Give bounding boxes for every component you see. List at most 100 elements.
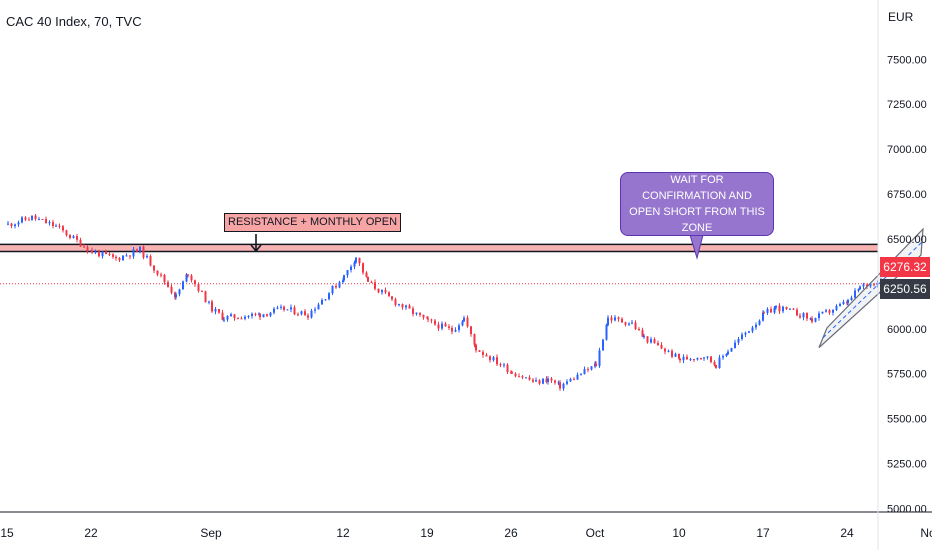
candle-body — [713, 361, 716, 366]
candle-body — [718, 357, 721, 368]
candle-body — [778, 305, 781, 312]
candle-body — [514, 373, 517, 377]
candle-body — [434, 320, 436, 325]
candle-body — [367, 276, 369, 282]
candle-body — [218, 309, 220, 313]
candle-body — [755, 324, 757, 328]
candle-body — [689, 359, 692, 361]
candle-body — [338, 282, 341, 288]
candle-body — [266, 314, 268, 316]
candle-body — [156, 270, 159, 275]
candle-body — [24, 217, 27, 220]
candle-body — [730, 348, 733, 352]
candle-body — [324, 299, 327, 301]
candle-body — [583, 369, 586, 375]
candle-body — [422, 314, 425, 318]
candle-body — [185, 274, 188, 282]
candle-body — [847, 299, 849, 304]
second-price-badge: 6250.56 — [880, 279, 930, 299]
candle-body — [391, 296, 393, 300]
resistance-zone — [0, 244, 878, 252]
y-tick-label: 6750.00 — [887, 189, 927, 201]
candle-body — [503, 364, 505, 366]
y-tick-label: 6500.00 — [887, 234, 927, 246]
candle-body — [448, 326, 450, 328]
candle-body — [518, 376, 520, 378]
candle-body — [233, 314, 236, 319]
candle-body — [211, 301, 213, 312]
candle-body — [132, 249, 135, 257]
candle-body — [664, 348, 666, 352]
x-tick-label: 26 — [504, 526, 518, 540]
candle-body — [686, 356, 688, 360]
candle-body — [398, 304, 400, 306]
candle-body — [744, 332, 747, 335]
candle-body — [641, 330, 644, 337]
x-tick-label: Nov — [920, 526, 932, 540]
candle-body — [762, 312, 764, 321]
candle-body — [91, 250, 93, 253]
candle-body — [557, 382, 560, 384]
candle-body — [153, 265, 155, 271]
candle-body — [657, 343, 659, 345]
candle-body — [283, 306, 285, 310]
candle-body — [463, 317, 465, 322]
candle-body — [204, 291, 207, 303]
candle-body — [569, 378, 572, 382]
y-tick-label: 6000.00 — [887, 324, 927, 336]
resistance-annotation[interactable]: RESISTANCE + MONTHLY OPEN — [224, 213, 402, 232]
candle-body — [634, 322, 637, 329]
candle-body — [201, 290, 203, 292]
candle-body — [566, 381, 568, 384]
last-price-badge: 6276.32 — [880, 257, 930, 277]
candle-body — [809, 318, 812, 320]
candle-body — [34, 215, 37, 220]
candle-body — [262, 314, 265, 318]
candle-body — [297, 314, 299, 316]
candle-body — [473, 334, 476, 345]
candle-body — [160, 274, 162, 276]
candle-body — [538, 380, 541, 384]
callout-bubble[interactable]: WAIT FOR CONFIRMATION AND OPEN SHORT FRO… — [620, 172, 774, 236]
candle-body — [163, 275, 166, 283]
candle-body — [521, 376, 524, 378]
candle-body — [83, 246, 85, 248]
candle-body — [621, 318, 623, 323]
candle-body — [122, 255, 124, 261]
candle-body — [269, 312, 272, 316]
candle-body — [734, 342, 736, 349]
y-tick-label: 5000.00 — [887, 503, 927, 515]
candle-body — [782, 306, 784, 312]
candle-body — [470, 326, 472, 335]
x-tick-label: 10 — [672, 526, 686, 540]
candle-body — [643, 336, 645, 338]
candle-body — [230, 314, 232, 317]
candle-body — [437, 324, 440, 329]
candle-body — [854, 290, 856, 298]
candle-body — [444, 323, 447, 327]
candle-body — [259, 313, 261, 318]
candle-body — [653, 339, 656, 344]
candle-body — [276, 307, 279, 309]
candle-body — [678, 353, 680, 359]
candle-body — [607, 317, 609, 325]
candle-body — [405, 305, 407, 308]
candle-body — [240, 318, 243, 320]
candle-body — [489, 356, 491, 361]
candle-body — [370, 281, 373, 283]
candle-body — [142, 246, 145, 258]
candle-body — [478, 350, 481, 352]
candle-body — [706, 356, 709, 358]
candle-body — [528, 377, 531, 380]
candle-body — [408, 305, 411, 309]
candle-body — [839, 304, 841, 306]
candle-body — [139, 246, 141, 252]
candle-body — [610, 317, 613, 321]
candle-body — [802, 313, 805, 318]
candle-body — [136, 249, 138, 252]
candle-body — [48, 222, 51, 224]
x-tick-label: 24 — [840, 526, 854, 540]
candle-body — [401, 304, 404, 308]
candle-body — [722, 355, 724, 358]
